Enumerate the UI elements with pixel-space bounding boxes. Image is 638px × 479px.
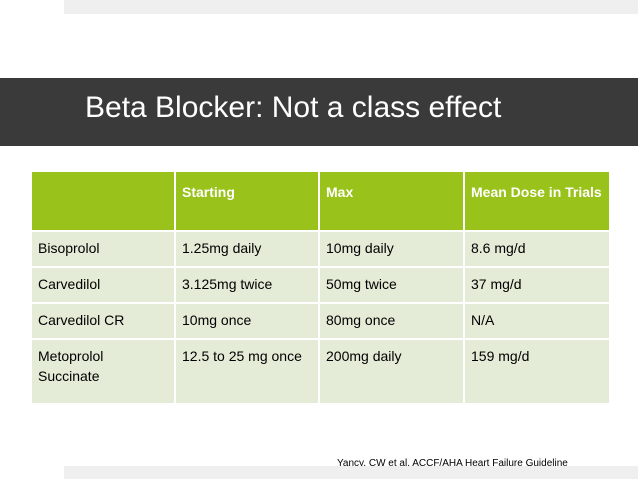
header-cell-drug <box>30 170 176 232</box>
citation-text: Yancy, CW et al. ACCF/AHA Heart Failure … <box>337 458 568 469</box>
title-bar <box>0 78 638 146</box>
beta-blocker-dosing-table: Starting Max Mean Dose in Trials Bisopro… <box>30 170 611 405</box>
cell-drug: Carvedilol CR <box>30 302 176 340</box>
cell-starting: 10mg once <box>174 302 320 340</box>
cell-max: 50mg twice <box>318 266 465 304</box>
header-cell-starting: Starting <box>174 170 320 232</box>
table-row: Metoprolol Succinate 12.5 to 25 mg once … <box>30 338 611 405</box>
slide-title: Beta Blocker: Not a class effect <box>85 91 502 124</box>
cell-starting: 1.25mg daily <box>174 230 320 268</box>
table-header-row: Starting Max Mean Dose in Trials <box>30 170 611 232</box>
cell-drug: Bisoprolol <box>30 230 176 268</box>
table-row: Carvedilol 3.125mg twice 50mg twice 37 m… <box>30 266 611 304</box>
cell-max: 80mg once <box>318 302 465 340</box>
table-row: Carvedilol CR 10mg once 80mg once N/A <box>30 302 611 340</box>
cell-max: 10mg daily <box>318 230 465 268</box>
cell-max: 200mg daily <box>318 338 465 405</box>
top-decorative-bar <box>64 0 638 14</box>
header-cell-max: Max <box>318 170 465 232</box>
cell-starting: 3.125mg twice <box>174 266 320 304</box>
cell-drug: Metoprolol Succinate <box>30 338 176 405</box>
cell-mean: N/A <box>463 302 611 340</box>
cell-drug: Carvedilol <box>30 266 176 304</box>
cell-mean: 159 mg/d <box>463 338 611 405</box>
bottom-decorative-bar <box>64 466 638 479</box>
header-cell-mean-dose: Mean Dose in Trials <box>463 170 611 232</box>
cell-starting: 12.5 to 25 mg once <box>174 338 320 405</box>
cell-mean: 37 mg/d <box>463 266 611 304</box>
table-row: Bisoprolol 1.25mg daily 10mg daily 8.6 m… <box>30 230 611 268</box>
cell-mean: 8.6 mg/d <box>463 230 611 268</box>
